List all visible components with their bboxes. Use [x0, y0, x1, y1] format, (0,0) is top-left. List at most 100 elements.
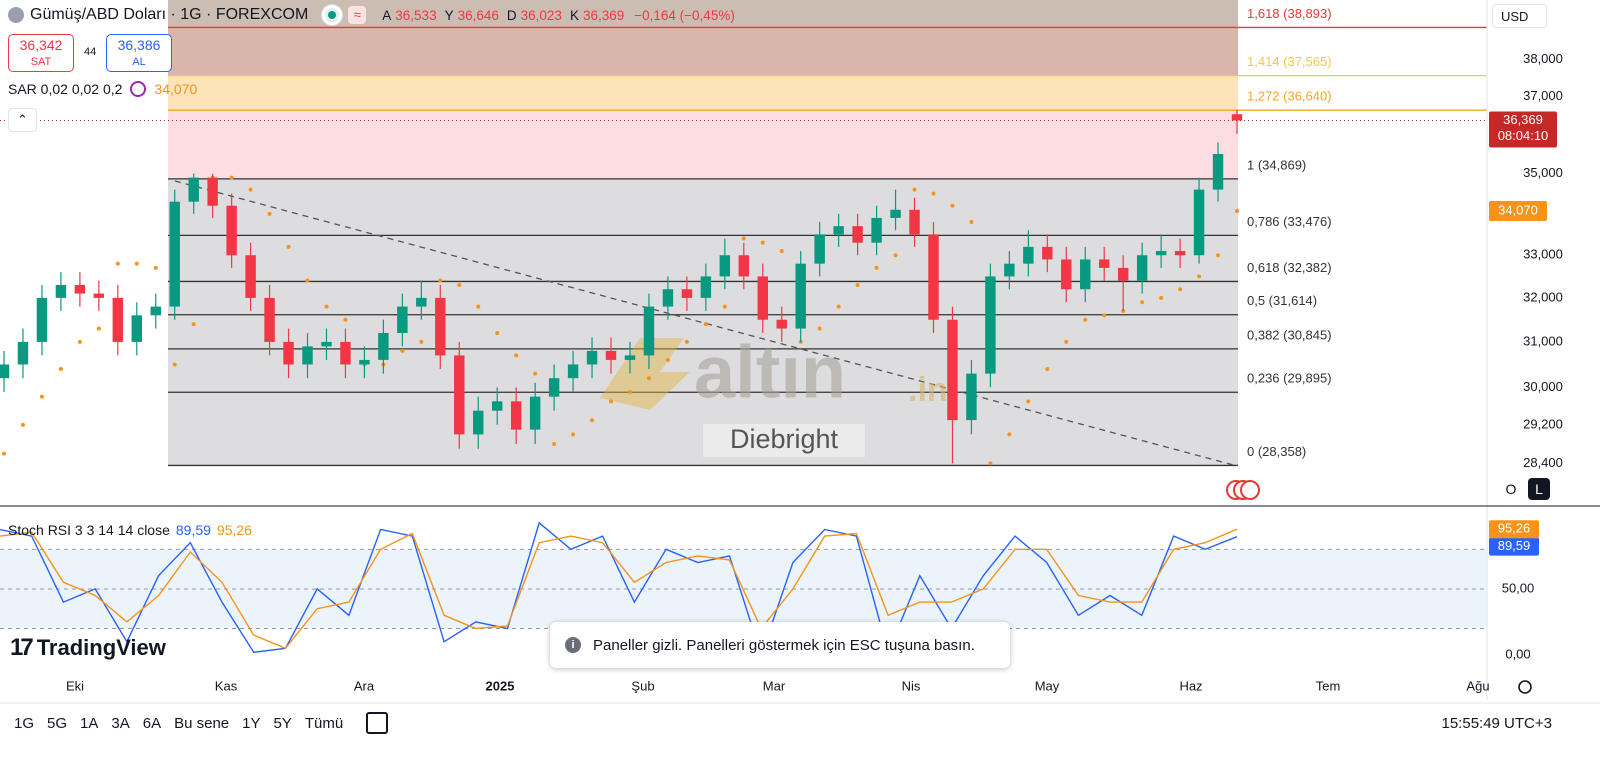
candle-body	[207, 177, 218, 206]
market-status	[322, 5, 343, 25]
y-tick-label: 37,000	[1523, 88, 1563, 103]
candle-body	[435, 297, 446, 356]
stoch-value-box	[1489, 520, 1539, 539]
logo-mark: 17	[10, 634, 34, 661]
sar-dot	[969, 220, 974, 225]
sar-dot	[419, 339, 424, 344]
candle-body	[1155, 251, 1167, 256]
scale-button[interactable]: L	[1528, 478, 1550, 500]
sar-dot	[1064, 339, 1069, 344]
candle-body	[833, 226, 844, 235]
candle-body	[871, 217, 882, 243]
sar-dot	[988, 461, 993, 466]
tradingview-logo[interactable]: 17 TradingView	[10, 634, 166, 662]
candle-body	[643, 306, 655, 356]
y-tick-label: 33,000	[1523, 247, 1563, 262]
candle-body	[814, 234, 825, 264]
candle-body	[1042, 246, 1053, 260]
sar-dot	[1159, 295, 1164, 300]
x-tick-label: Tem	[1316, 678, 1341, 693]
ohlc-value: 36,646	[457, 7, 499, 23]
sar-dot	[931, 191, 936, 196]
sar-dot	[1026, 399, 1031, 404]
candle-body	[757, 276, 768, 320]
sar-legend: SAR 0,02 0,02 0,2 34,070	[8, 81, 197, 97]
candle-body	[378, 333, 389, 360]
candle-body	[700, 276, 712, 298]
sar-dot	[134, 261, 139, 266]
ohlc-value: 36,023	[520, 7, 562, 23]
delay-badge: ≈	[348, 6, 367, 24]
ohlc-key: A	[382, 7, 392, 23]
fib-label: 0,382 (30,845)	[1247, 327, 1332, 342]
logo-text: TradingView	[36, 635, 166, 660]
watermark-author: Diebright	[730, 424, 839, 454]
sar-dot	[77, 339, 82, 344]
range-button[interactable]: 5G	[47, 715, 68, 732]
watermark-suffix: .in	[908, 371, 948, 409]
range-button[interactable]: 5Y	[273, 715, 292, 732]
sar-dot	[893, 253, 898, 258]
sar-dot	[172, 362, 177, 367]
sar-dot	[324, 304, 329, 309]
fib-zone	[168, 27, 1238, 76]
x-tick-label: 2025	[486, 678, 515, 693]
range-button[interactable]: 1G	[14, 715, 35, 732]
collapse-button[interactable]: ⌃	[8, 108, 37, 132]
date-range-icon[interactable]	[366, 712, 388, 734]
x-tick-label: Ağu	[1466, 678, 1489, 693]
symbol-title[interactable]: Gümüş/ABD Doları · 1G · FOREXCOM	[30, 6, 309, 23]
trend-line	[174, 180, 1238, 467]
range-button[interactable]: 3A	[111, 715, 130, 732]
fib-label: 1,618 (38,893)	[1247, 6, 1332, 21]
symbol-icon	[8, 7, 24, 23]
sar-dot	[1102, 313, 1107, 318]
candle-body	[473, 410, 484, 435]
range-bar: 1G 5G 1A 3A 6A Bu sene 1Y 5Y Tümü	[14, 715, 343, 732]
sar-dot	[286, 244, 291, 249]
stoch-line	[0, 528, 1238, 650]
fib-label: 0,786 (33,476)	[1247, 214, 1332, 229]
range-button[interactable]: Bu sene	[174, 715, 230, 732]
range-button[interactable]: 1A	[80, 715, 99, 732]
fib-zone	[168, 75, 1238, 111]
sar-dot	[646, 376, 651, 381]
sar-dot	[438, 278, 443, 283]
x-tick-label: Şub	[631, 678, 654, 693]
range-button[interactable]: Tümü	[304, 715, 344, 732]
sar-dot	[760, 240, 765, 245]
sar-dot	[248, 187, 253, 192]
ohlc-value: 36,369	[582, 7, 625, 23]
candle-body	[1212, 153, 1224, 190]
sar-dot	[1178, 287, 1183, 292]
buy-button[interactable]: 36,386 AL	[106, 34, 172, 72]
candle-body	[150, 306, 161, 316]
sar-reload[interactable]	[130, 81, 147, 97]
range-button[interactable]: 1Y	[242, 715, 261, 732]
sell-label: SAT	[30, 56, 52, 68]
sar-dot	[533, 371, 538, 376]
sar-dot	[590, 418, 595, 423]
buy-label: AL	[132, 56, 146, 68]
scale-button[interactable]: O	[1500, 478, 1522, 500]
fib-label: 1,414 (37,565)	[1247, 54, 1332, 69]
countdown: 08:04:10	[1498, 128, 1549, 143]
candle-body	[454, 355, 465, 435]
event-flag	[1240, 480, 1260, 500]
stoch-legend: Stoch RSI 3 3 14 14 close 89,59 95,26	[8, 522, 252, 538]
candle-body	[1004, 263, 1015, 277]
sar-dot	[1235, 208, 1239, 213]
candle-body	[662, 289, 674, 307]
sar-dot	[343, 317, 348, 322]
candle-body	[548, 378, 560, 397]
currency-button[interactable]: USD	[1492, 4, 1547, 28]
y-tick-label: 31,000	[1523, 333, 1563, 348]
settings-icon	[1518, 680, 1532, 694]
sar-dot	[1045, 367, 1050, 372]
candle-body	[55, 284, 67, 298]
sell-button[interactable]: 36,342 SAT	[8, 34, 74, 72]
range-button[interactable]: 6A	[142, 715, 162, 732]
candle-body	[359, 359, 370, 365]
